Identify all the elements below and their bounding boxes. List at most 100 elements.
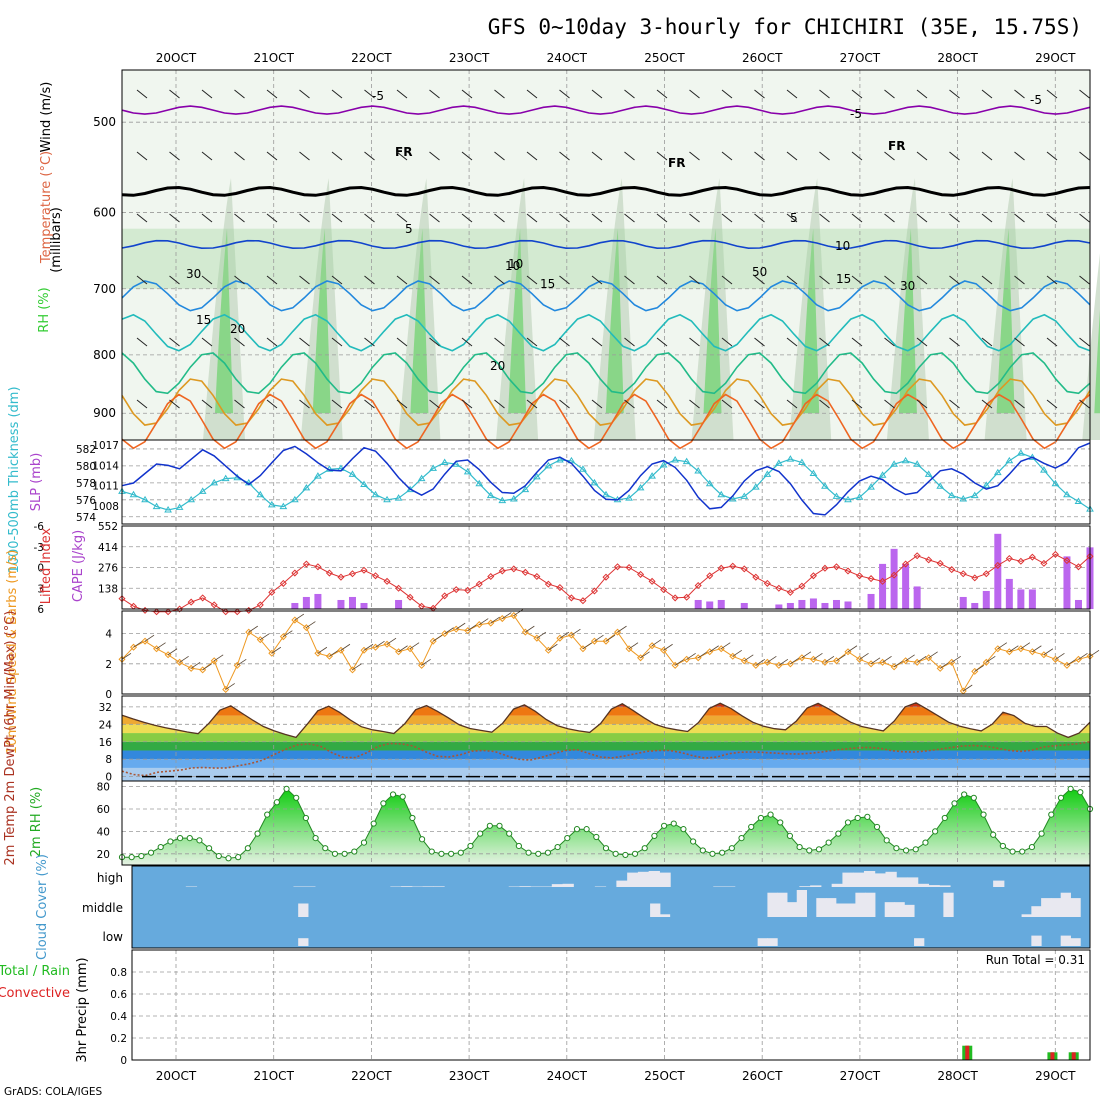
wind-barb bbox=[364, 89, 375, 99]
lifted-tick-label: 3 bbox=[37, 583, 44, 595]
lifted-marker bbox=[1005, 554, 1013, 563]
slp-tick-label: 1017 bbox=[92, 440, 119, 452]
rh-marker bbox=[980, 811, 987, 818]
cape-bar bbox=[994, 533, 1002, 609]
rh-tick-label: 80 bbox=[97, 782, 110, 794]
wind-barb bbox=[786, 337, 798, 347]
wind-barb bbox=[363, 643, 374, 651]
cloud-bar bbox=[422, 886, 434, 887]
wind-barb bbox=[1046, 89, 1058, 99]
thickness-tick-label: 580 bbox=[76, 461, 96, 473]
wind-barb bbox=[1014, 151, 1025, 161]
thickness-marker bbox=[751, 483, 760, 490]
wind-barb bbox=[981, 399, 993, 409]
wind-barb bbox=[689, 275, 700, 285]
lifted-marker bbox=[913, 552, 921, 560]
rh-moist-band bbox=[508, 228, 527, 414]
thickness-slp-panel: 574 576 578 580 582 1008 1011 1014 1017 1000-500m… bbox=[7, 386, 1094, 574]
isotherm-line bbox=[121, 393, 1091, 450]
top-date-axis: 20OCT 21OCT 22OCT 23OCT 24OCT 25OCT 26OCT 27OCT… bbox=[156, 51, 1076, 65]
wind-barb bbox=[409, 642, 420, 650]
thickness-marker bbox=[890, 460, 898, 467]
wind-barb bbox=[502, 612, 512, 619]
wind-barb bbox=[981, 337, 993, 347]
rh-marker bbox=[1028, 843, 1036, 851]
wind-barb bbox=[1089, 649, 1100, 657]
cape-bar bbox=[879, 563, 887, 609]
wind-barb bbox=[432, 634, 443, 642]
rh-marker bbox=[138, 852, 145, 860]
contour-label: 5 bbox=[405, 222, 413, 236]
cape-bar bbox=[913, 586, 921, 609]
cloud-level-label: high bbox=[97, 871, 123, 885]
thickness-marker bbox=[1063, 490, 1071, 498]
lifted-marker bbox=[1017, 557, 1025, 565]
wind-barb bbox=[1055, 652, 1065, 660]
wind-barb bbox=[836, 654, 846, 662]
top-date-label: 29OCT bbox=[1035, 51, 1076, 65]
temp-band bbox=[122, 715, 1090, 725]
cape-bar bbox=[902, 563, 910, 609]
wind-barb bbox=[963, 684, 973, 692]
wind-barb bbox=[526, 89, 538, 99]
bottom-date-label: 28OCT bbox=[937, 1069, 978, 1083]
footer-credit: GrADS: COLA/IGES bbox=[4, 1086, 103, 1098]
cloud-bar bbox=[993, 880, 1005, 887]
thickness-marker bbox=[993, 468, 1002, 476]
rh-marker bbox=[380, 800, 387, 807]
rh-moist-layer bbox=[122, 228, 1090, 289]
wind-barb bbox=[884, 275, 895, 285]
thickness-marker bbox=[521, 485, 530, 493]
lifted-marker bbox=[360, 566, 368, 574]
lifted-marker bbox=[199, 594, 207, 602]
rh-marker bbox=[893, 845, 900, 852]
cape-bar bbox=[832, 599, 840, 609]
rh-marker bbox=[448, 850, 455, 857]
temp-color-bands bbox=[122, 702, 1090, 781]
wind-barb bbox=[156, 642, 166, 650]
lifted-line bbox=[121, 553, 1091, 613]
wind-barb bbox=[689, 151, 700, 161]
rh-marker bbox=[825, 839, 832, 846]
temp-tick-label: 24 bbox=[99, 719, 113, 731]
thickness-marker bbox=[210, 478, 219, 486]
wind-barb bbox=[624, 89, 635, 99]
wind-barb bbox=[306, 621, 316, 628]
wind-barb bbox=[851, 89, 863, 99]
thickness-marker bbox=[544, 461, 553, 469]
bottom-date-label: 23OCT bbox=[449, 1069, 490, 1083]
lifted-marker bbox=[291, 569, 299, 577]
wind-barb bbox=[986, 655, 996, 663]
wind-barb bbox=[1043, 648, 1054, 656]
thickness-marker bbox=[360, 480, 368, 488]
thickness-marker bbox=[417, 474, 426, 482]
lifted-marker bbox=[118, 595, 126, 603]
thickness-marker bbox=[290, 495, 299, 503]
cloud-bar bbox=[928, 885, 940, 887]
wind-barb bbox=[786, 275, 798, 285]
wind-barb bbox=[624, 151, 635, 161]
rh-marker bbox=[409, 814, 416, 822]
rh-marker bbox=[128, 854, 135, 861]
cloud-bar bbox=[917, 883, 930, 887]
wind-barb bbox=[1014, 89, 1025, 99]
thickness-marker bbox=[164, 506, 172, 513]
temp-tick-label: 0 bbox=[105, 772, 112, 784]
wind-barb bbox=[786, 399, 798, 409]
rh-marker bbox=[631, 850, 639, 857]
wind-barb bbox=[697, 651, 708, 659]
cloud-bar bbox=[1050, 898, 1062, 917]
wind-barb bbox=[813, 652, 823, 660]
wind-barb bbox=[548, 643, 558, 651]
wind-barb bbox=[201, 89, 213, 99]
rh-moist-band bbox=[410, 228, 429, 414]
thickness-marker bbox=[740, 492, 749, 499]
thickness-marker bbox=[556, 455, 564, 463]
dewpoint-line bbox=[121, 741, 1091, 777]
lifted-marker bbox=[441, 592, 449, 600]
wind-barb bbox=[364, 275, 375, 285]
wind-barb bbox=[949, 337, 960, 347]
wind-barb bbox=[905, 654, 915, 662]
rh-marker bbox=[922, 839, 929, 846]
rh-marker bbox=[312, 835, 319, 842]
